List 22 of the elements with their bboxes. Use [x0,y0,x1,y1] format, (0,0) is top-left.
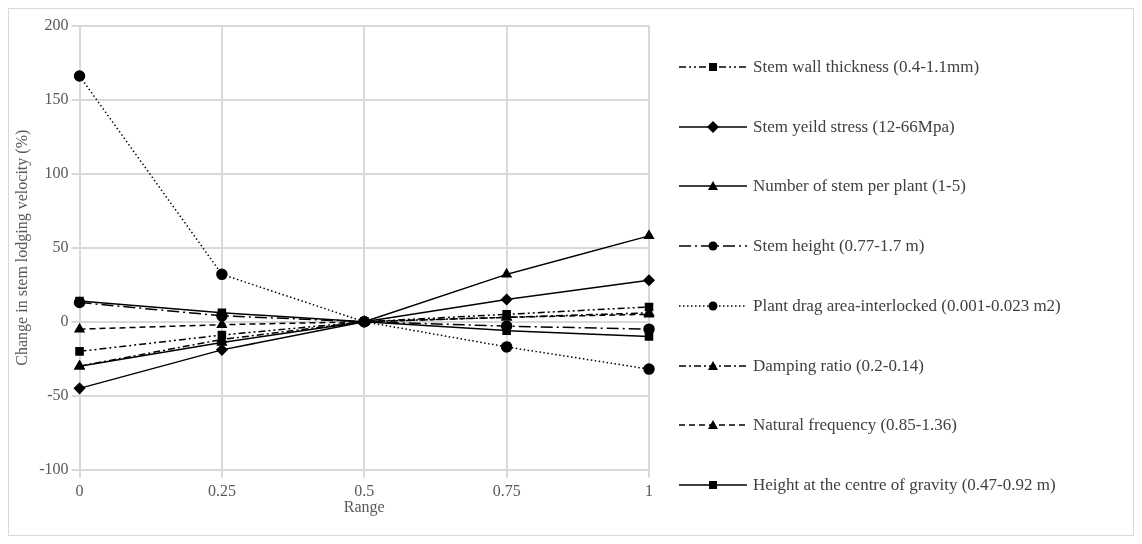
y-tick-label: 200 [44,15,69,33]
y-tick-label: 50 [52,237,69,255]
x-axis-title: Range [343,498,385,516]
legend-label: Plant drag area-interlocked (0.001-0.023 m2) [753,295,1061,316]
x-tick-label: 0 [75,481,84,499]
y-tick-label: -100 [39,460,69,477]
legend-label: Number of stem per plant (1-5) [753,176,966,197]
y-axis-title: Change in stem lodging velocity (%) [12,129,31,366]
legend-label: Damping ratio (0.2-0.14) [753,355,924,376]
y-tick-label: 150 [44,89,69,107]
x-tick-label: 0.25 [207,481,236,499]
x-tick-label: 0.75 [492,481,521,499]
legend-label: Stem wall thickness (0.4-1.1mm) [753,56,980,77]
x-tick-label: 1 [645,481,653,499]
y-tick-label: 0 [60,311,69,329]
x-tick-label: 0.5 [354,481,375,499]
y-tick-label: 100 [44,163,69,181]
legend-label: Height at the centre of gravity (0.47-0.92 m) [753,475,1056,496]
y-tick-label: -50 [47,385,69,403]
legend-label: Natural frequency (0.85-1.36) [753,415,957,436]
legend-label: Stem yeild stress (12-66Mpa) [753,116,955,137]
legend-label: Stem height (0.77-1.7 m) [753,236,925,257]
